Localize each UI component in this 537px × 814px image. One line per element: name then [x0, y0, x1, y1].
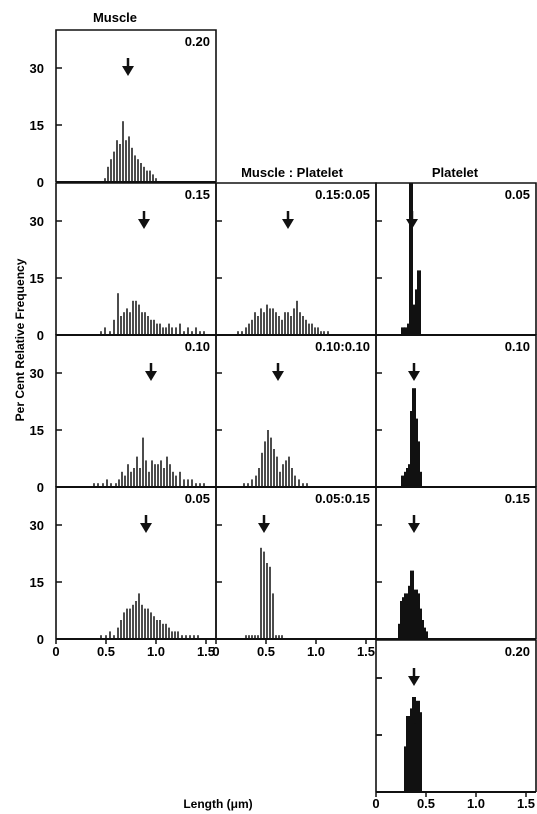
histogram-bar [401, 327, 405, 335]
x-tick-label: 1.5 [357, 644, 375, 659]
y-tick-label: 30 [30, 214, 44, 229]
mean-arrow-head [408, 371, 420, 381]
x-tick-label: 1.5 [517, 796, 535, 811]
y-tick-label: 15 [30, 423, 44, 438]
mean-arrow-head [406, 219, 418, 229]
mean-arrow-head [145, 371, 157, 381]
mean-arrow-head [122, 66, 134, 76]
y-tick-label: 0 [37, 632, 44, 647]
column-title-platelet: Platelet [432, 165, 479, 180]
column-title-muscle: Muscle [93, 10, 137, 25]
y-tick-label: 0 [37, 480, 44, 495]
x-tick-label: 1.0 [147, 644, 165, 659]
x-axis-title: Length (μm) [183, 797, 252, 811]
panel-label: 0.20 [185, 34, 210, 49]
histogram-bar [418, 471, 422, 487]
y-tick-label: 0 [37, 328, 44, 343]
mean-arrow-head [282, 219, 294, 229]
histogram-bar [401, 475, 405, 487]
panel-frame [215, 334, 377, 487]
histogram-bar [416, 441, 420, 487]
mean-arrow-head [258, 523, 270, 533]
panels-layer: 0.20 0.15 0.10 0.05 0.15:0.05 0.10:0.10 0.05:0… [30, 29, 537, 811]
y-tick-label: 15 [30, 118, 44, 133]
column-title-muscle-platelet: Muscle : Platelet [241, 165, 344, 180]
x-tick-label: 1.0 [467, 796, 485, 811]
y-tick-label: 30 [30, 366, 44, 381]
panel-label: 0.05 [185, 491, 210, 506]
x-tick-label: 0 [372, 796, 379, 811]
panel-label: 0.10 [505, 339, 530, 354]
panel-frame [375, 486, 537, 639]
panel-frame [375, 182, 537, 335]
mean-arrow-head [408, 676, 420, 686]
x-tick-label: 1.5 [197, 644, 215, 659]
histogram-bar [417, 270, 421, 335]
panel-label: 0.10 [185, 339, 210, 354]
panel-frame [55, 334, 217, 487]
histogram-bar [418, 712, 422, 792]
panel-frame [55, 29, 217, 182]
histogram-bar [424, 631, 428, 639]
panel-frame [215, 486, 377, 639]
panel-label: 0.15:0.05 [315, 187, 370, 202]
panel-label: 0.05:0.15 [315, 491, 370, 506]
panel-label: 0.20 [505, 644, 530, 659]
y-tick-label: 15 [30, 271, 44, 286]
x-tick-label: 1.0 [307, 644, 325, 659]
panel-label: 0.10:0.10 [315, 339, 370, 354]
y-tick-label: 0 [37, 175, 44, 190]
mean-arrow-head [408, 523, 420, 533]
y-tick-label: 15 [30, 575, 44, 590]
mean-arrow-head [138, 219, 150, 229]
y-axis-title: Per Cent Relative Frequency [13, 258, 27, 421]
x-tick-label: 0 [212, 644, 219, 659]
histogram-bar [404, 327, 408, 335]
panel-frame [215, 182, 377, 335]
mean-arrow-head [140, 523, 152, 533]
mean-arrow-head [272, 371, 284, 381]
x-tick-label: 0 [52, 644, 59, 659]
panel-label: 0.15 [505, 491, 530, 506]
x-tick-label: 0.5 [97, 644, 115, 659]
y-tick-label: 30 [30, 61, 44, 76]
histogram-bar [409, 183, 413, 335]
x-tick-label: 0.5 [417, 796, 435, 811]
panel-label: 0.15 [185, 187, 210, 202]
x-tick-label: 0.5 [257, 644, 275, 659]
panel-label: 0.05 [505, 187, 530, 202]
y-tick-label: 30 [30, 518, 44, 533]
panel-frame [375, 639, 537, 792]
panel-frame [375, 334, 537, 487]
